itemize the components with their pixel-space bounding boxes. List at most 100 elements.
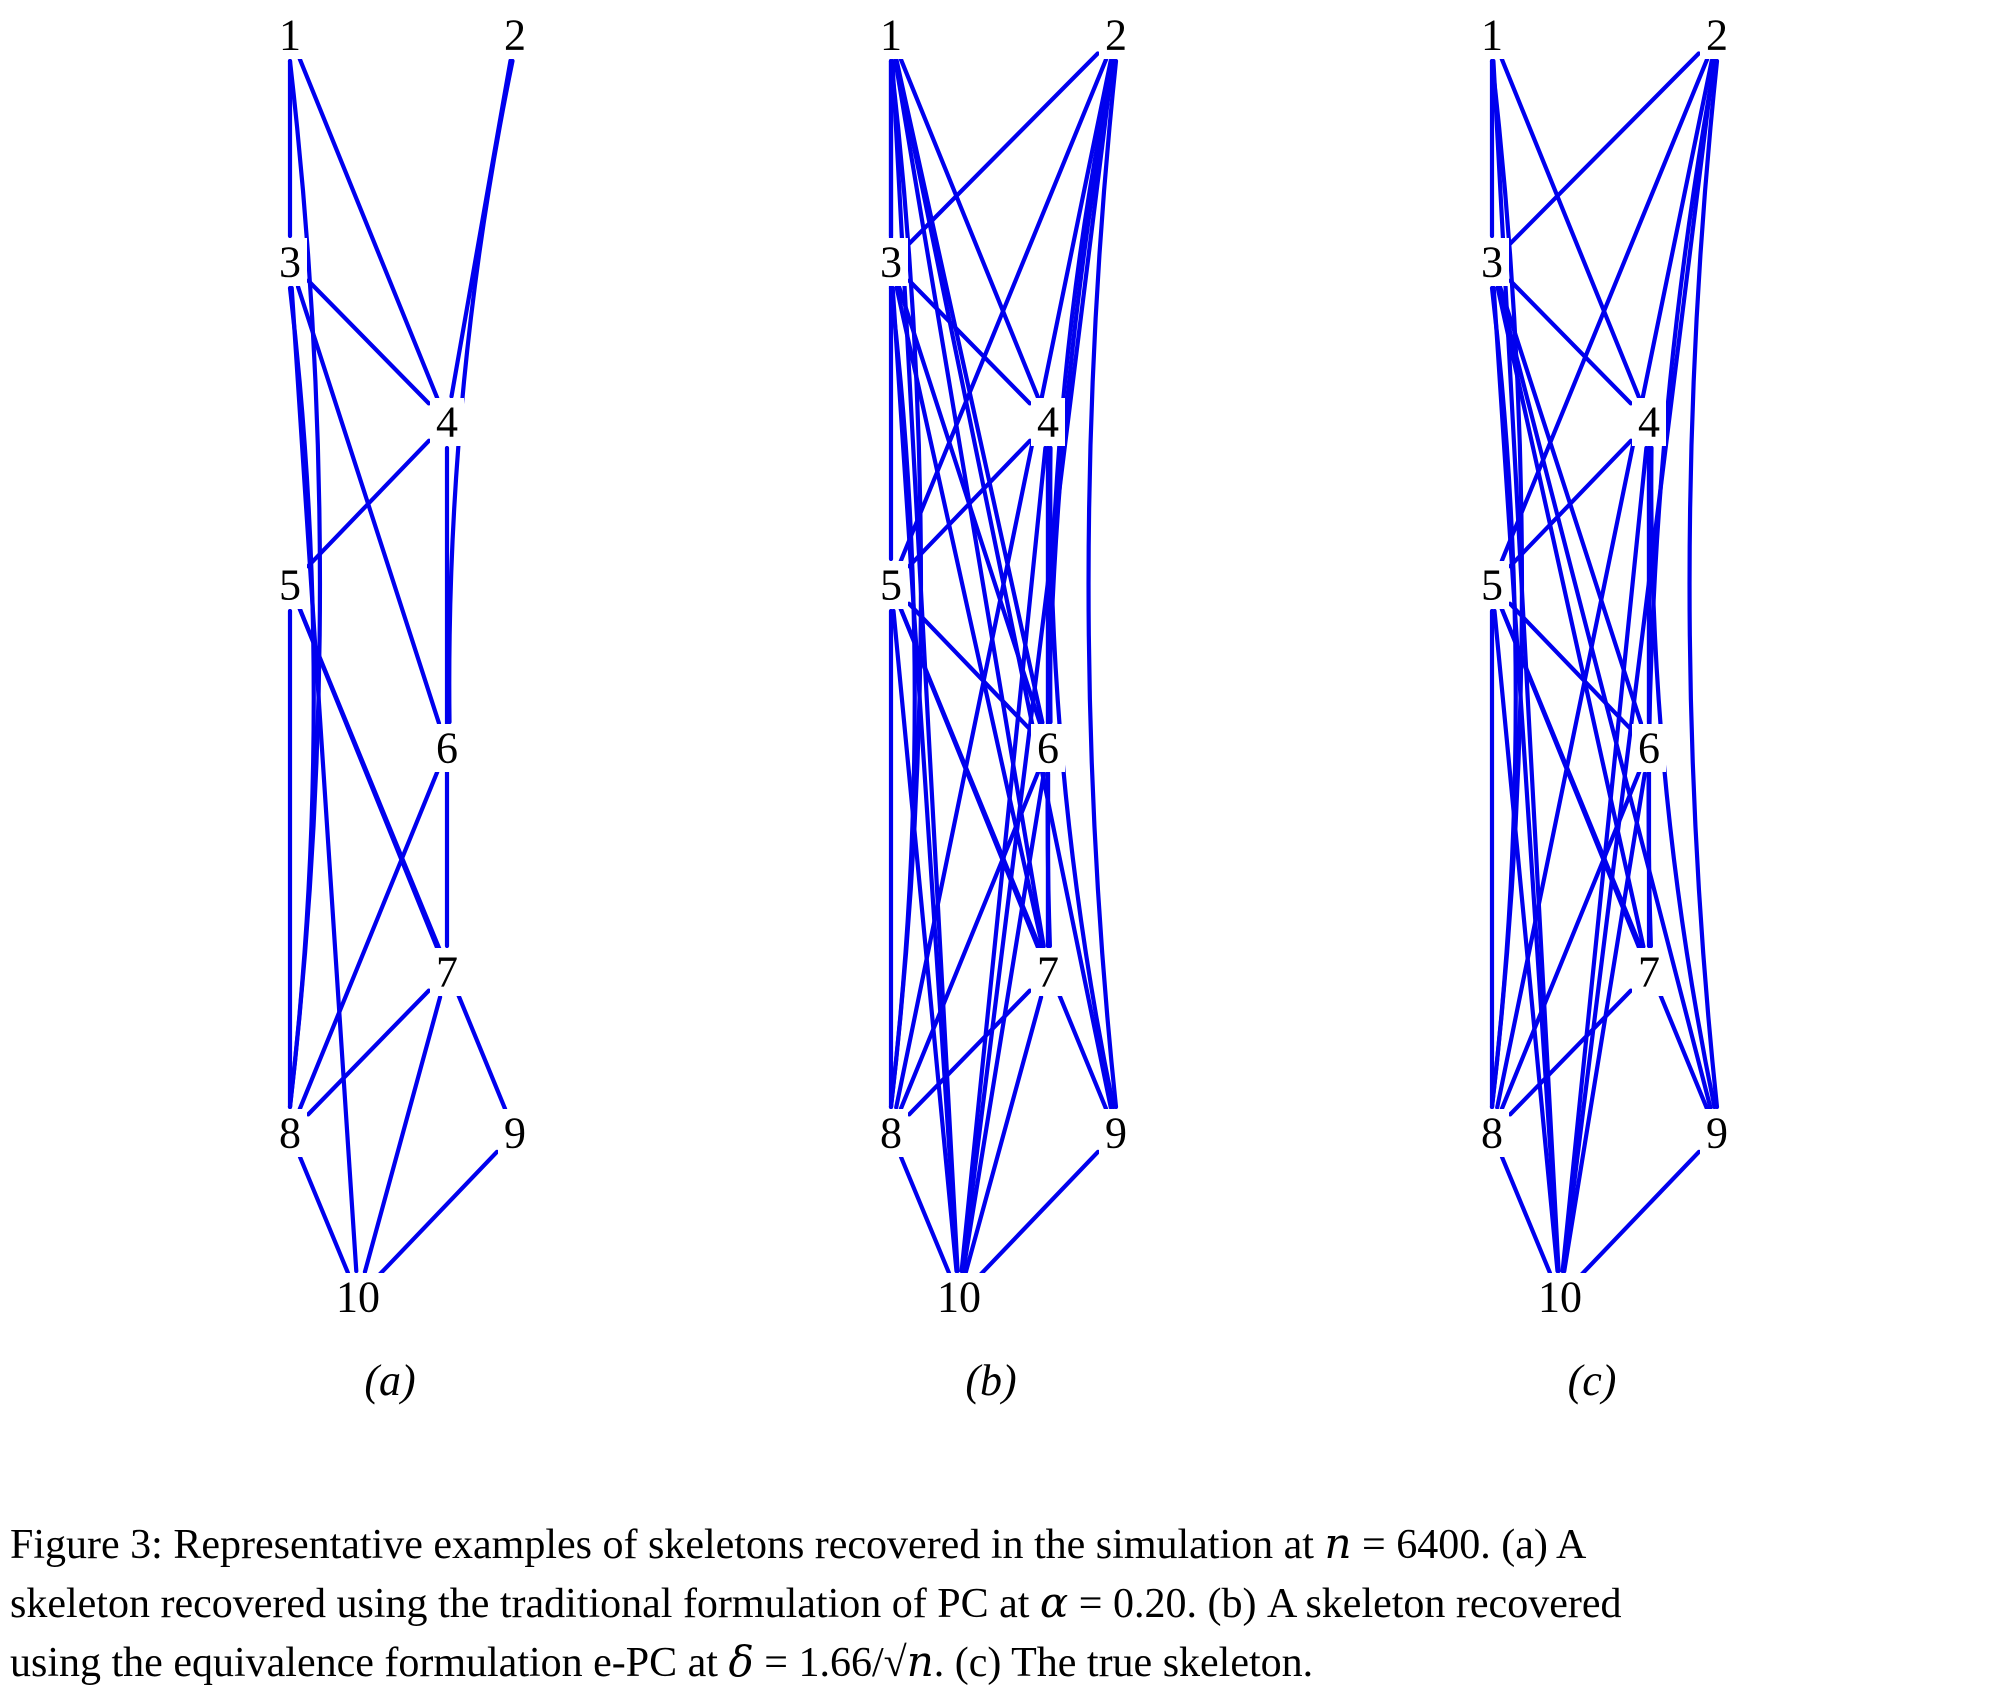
edge-5-10	[891, 608, 959, 1274]
edge-2-10	[1561, 58, 1716, 1274]
skeleton-graphs: 1 2 3 4 5 6 7 8 9 10 (a) 1 2 3 4 5 6 7 8 9 10 (b) 1 2 3 4 5 6 7 8 9 10 (…	[273, 10, 1734, 1405]
node-5: 5	[880, 561, 902, 610]
node-9: 9	[1105, 1109, 1127, 1158]
node-10: 10	[937, 1273, 981, 1322]
node-2: 2	[1105, 11, 1127, 60]
edge-4-9	[1649, 445, 1717, 1110]
node-background	[1031, 948, 1065, 996]
node-3: 3	[1481, 238, 1503, 287]
node-1: 1	[279, 11, 301, 60]
node-background	[874, 561, 908, 609]
caption-text: skeleton recovered using the traditional…	[10, 1581, 1040, 1627]
node-background	[1632, 398, 1666, 446]
panel-label: (b)	[965, 1356, 1016, 1405]
node-9: 9	[504, 1109, 526, 1158]
node-7: 7	[1037, 948, 1059, 997]
node-4: 4	[436, 398, 458, 447]
skeleton-panel-a: 1 2 3 4 5 6 7 8 9 10 (a)	[273, 11, 532, 1405]
node-6: 6	[436, 724, 458, 773]
node-background	[1031, 398, 1065, 446]
node-background	[430, 948, 464, 996]
edge-6-10	[1562, 771, 1647, 1274]
edge-3-8	[1489, 285, 1518, 1110]
node-4: 4	[1638, 398, 1660, 447]
math-symbol: δ	[728, 1637, 754, 1686]
node-5: 5	[1481, 561, 1503, 610]
edge-2-9	[1086, 58, 1119, 1110]
node-8: 8	[279, 1109, 301, 1158]
node-background	[1700, 1109, 1734, 1157]
skeleton-panel-b: 1 2 3 4 5 6 7 8 9 10 (b)	[874, 11, 1133, 1405]
skeleton-panel-c: 1 2 3 4 5 6 7 8 9 10 (c)	[1475, 11, 1734, 1405]
edge-1-4	[297, 57, 440, 400]
edge-3-10	[289, 285, 359, 1274]
edge-5-6	[1507, 601, 1634, 732]
edge-4-9	[1048, 445, 1116, 1110]
edge-2-6	[1048, 58, 1116, 725]
edge-2-10	[960, 58, 1115, 1274]
node-10: 10	[336, 1273, 380, 1322]
caption-text: = 0.20. (b) A skeleton recovered	[1068, 1581, 1622, 1627]
edge-8-10	[297, 1154, 351, 1276]
edge-2-3	[907, 51, 1100, 246]
figure-caption: Figure 3: Representative examples of ske…	[10, 1515, 1988, 1692]
caption-text: . (c) The true skeleton.	[933, 1640, 1314, 1686]
caption-line-2: skeleton recovered using the traditional…	[10, 1574, 1988, 1633]
edge-3-7	[1495, 285, 1646, 949]
node-background	[874, 238, 908, 286]
caption-text: Figure 3: Representative examples of ske…	[10, 1522, 1325, 1568]
edge-4-5	[305, 438, 432, 569]
edge-3-7	[894, 285, 1045, 949]
edge-3-10	[1491, 285, 1561, 1274]
edge-8-10	[898, 1154, 952, 1276]
edge-4-5	[906, 438, 1033, 569]
caption-text: using the equivalence formulation e-PC a…	[10, 1640, 729, 1686]
node-background	[1475, 11, 1509, 59]
node-background	[1533, 1273, 1587, 1321]
edge-3-4	[1508, 278, 1633, 406]
edge-4-5	[1507, 438, 1634, 569]
edge-7-8	[306, 988, 431, 1117]
edge-3-4	[907, 278, 1032, 406]
node-background	[1475, 1109, 1509, 1157]
caption-text: = 1.66/√	[753, 1640, 907, 1686]
edge-3-8	[888, 285, 917, 1110]
node-background	[273, 11, 307, 59]
node-6: 6	[1638, 724, 1660, 773]
node-background	[273, 238, 307, 286]
node-10: 10	[1538, 1273, 1582, 1322]
node-background	[273, 561, 307, 609]
node-3: 3	[880, 238, 902, 287]
caption-line-1: Figure 3: Representative examples of ske…	[10, 1515, 1988, 1574]
node-1: 1	[1481, 11, 1503, 60]
edge-2-6	[447, 58, 515, 725]
math-symbol: n	[1324, 1519, 1352, 1568]
node-background	[1632, 948, 1666, 996]
node-background	[1099, 1109, 1133, 1157]
node-9: 9	[1706, 1109, 1728, 1158]
edge-2-3	[1508, 51, 1701, 246]
node-3: 3	[279, 238, 301, 287]
node-7: 7	[1638, 948, 1660, 997]
edge-6-8	[1499, 770, 1642, 1111]
node-background	[932, 1273, 986, 1321]
edge-6-8	[297, 770, 440, 1111]
edge-7-10	[963, 995, 1044, 1274]
node-background	[273, 1109, 307, 1157]
node-2: 2	[504, 11, 526, 60]
edge-9-10	[974, 1149, 1101, 1281]
figure-3: 1 2 3 4 5 6 7 8 9 10 (a) 1 2 3 4 5 6 7 8 9 10 (b) 1 2 3 4 5 6 7 8 9 10 (…	[273, 10, 1734, 1405]
edge-2-5	[1499, 57, 1710, 563]
node-background	[430, 724, 464, 772]
node-background	[874, 11, 908, 59]
edge-9-10	[373, 1149, 500, 1281]
edge-3-10	[890, 285, 960, 1274]
edge-8-10	[1499, 1154, 1553, 1276]
panel-label: (a)	[364, 1356, 415, 1405]
math-symbol: n	[906, 1637, 934, 1686]
node-8: 8	[880, 1109, 902, 1158]
edge-9-10	[1575, 1149, 1702, 1281]
node-background	[1632, 724, 1666, 772]
panel-label: (c)	[1568, 1356, 1617, 1405]
edge-1-4	[898, 57, 1041, 400]
